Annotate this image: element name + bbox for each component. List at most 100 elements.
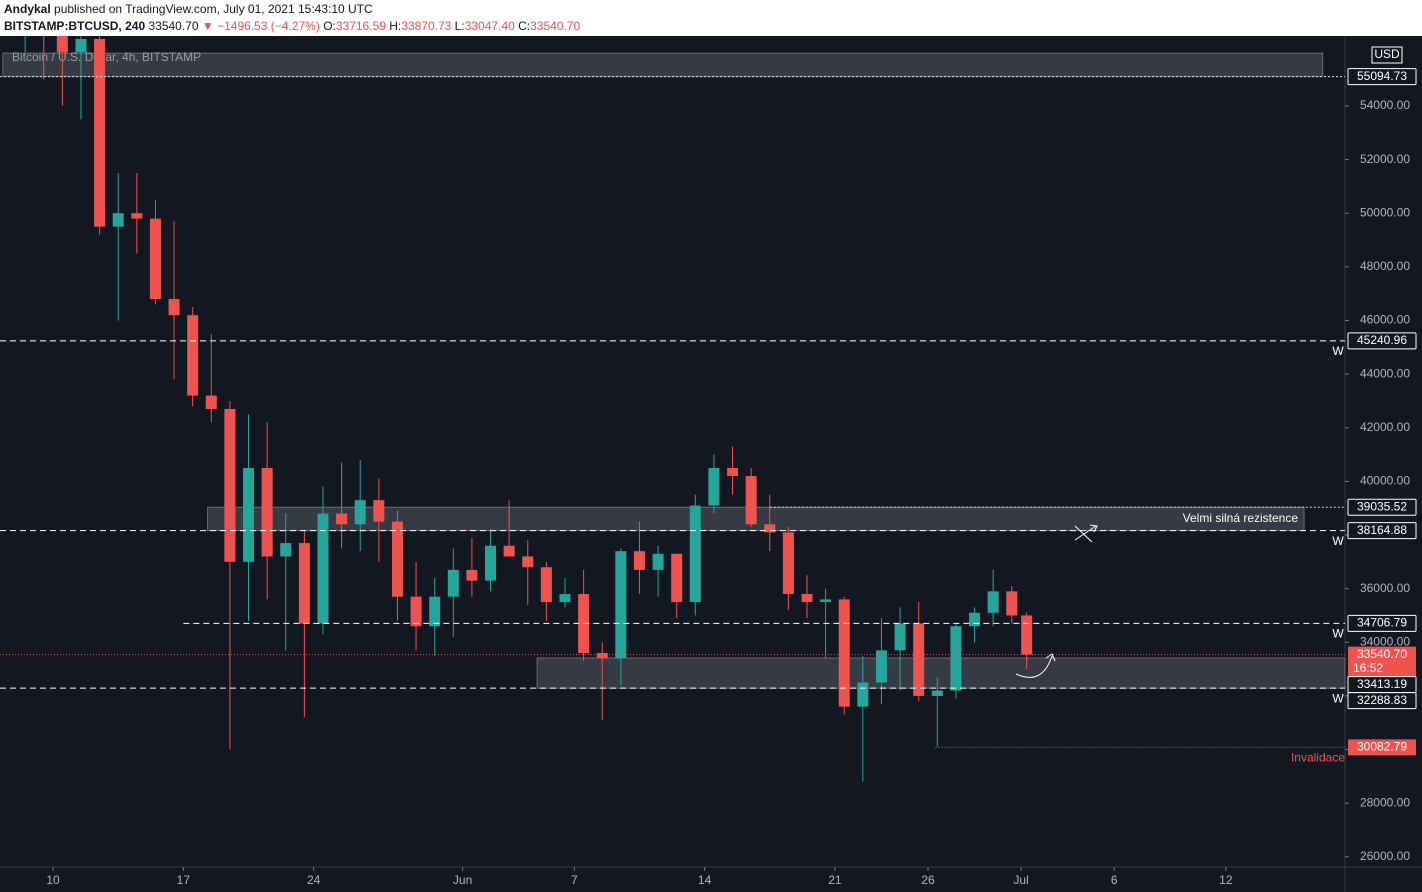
bounce-arrow [1015,653,1056,678]
y-tick-label: 28000.00 [1360,795,1410,809]
ohlc-value: 33540.70 [530,19,581,33]
candle-body [317,513,329,624]
published: published on TradingView.com, July 01, 2… [54,2,373,16]
candle-body [559,594,571,603]
candle-body [894,623,906,651]
candle-body [615,551,627,659]
ohlc-label: L: [454,19,465,33]
x-tick-label: 6 [1111,873,1118,887]
currency-box [1371,46,1403,64]
x-tick-label: Jun [453,873,472,887]
symbol: BITSTAMP:BTCUSD, 240 [4,19,146,33]
candle-body [950,626,962,691]
y-tick-label: 50000.00 [1360,205,1410,219]
candle-body [801,594,813,603]
candle-body [56,36,68,53]
y-tick-label: 42000.00 [1360,420,1410,434]
w-label: W [1332,691,1344,705]
candle-body [727,467,739,477]
candle-body [652,553,664,570]
candle-body [149,218,161,300]
price-label-box [1347,522,1417,540]
candle-body [466,569,478,581]
candle-body [987,591,999,613]
candle-body [671,553,683,603]
y-tick-label: 52000.00 [1360,152,1410,166]
header: Andykal published on TradingView.com, Ju… [0,0,1422,36]
w-label: W [1332,627,1344,641]
invalid-label: Invalidace [1291,750,1345,764]
candle-body [931,690,943,696]
currency: USD [1374,47,1400,61]
watermark: Bitcoin / U.S. Dollar, 4h, BITSTAMP [12,50,201,64]
candle-body [485,545,497,581]
price-label: 33413.19 [1357,677,1407,691]
y-tick-label: 36000.00 [1360,581,1410,595]
candle-body [1021,615,1033,655]
change: ▼ −1496.53 (−4.27%) [201,19,320,33]
ohlc-value: 33716.59 [335,19,386,33]
candle-body [187,315,199,396]
price-label-box [1347,692,1417,710]
price-label-box [1347,614,1417,632]
x-tick-label: 12 [1219,873,1233,887]
x-tick-label: 24 [307,873,321,887]
candle-body [112,213,124,227]
candle-body [708,467,720,506]
price-label: 32288.83 [1357,693,1407,707]
zone [536,657,1346,689]
price-label: 45240.96 [1357,333,1407,347]
candle-body [429,596,441,627]
y-tick-label: 54000.00 [1360,98,1410,112]
candle-body [764,524,776,533]
candle-body [913,623,925,696]
w-label: W [1332,534,1344,548]
x-tick-label: 21 [828,873,842,887]
y-tick-label: 40000.00 [1360,474,1410,488]
ohlc-label: H: [389,19,402,33]
candle-body [94,38,106,227]
plot: 26000.0028000.0030000.0032000.0034000.00… [0,36,1417,887]
candle-body [503,545,515,557]
x-tick-label: 10 [46,873,60,887]
candle-body [969,612,981,627]
background [0,36,1422,892]
author: Andykal [4,2,51,16]
w-label: W [1332,344,1344,358]
ohlc: O:33716.59 H:33870.73 L:33047.40 C:33540… [323,19,580,33]
price-label: 38164.88 [1357,523,1407,537]
y-tick-label: 26000.00 [1360,849,1410,863]
x-tick-label: Jul [1013,873,1028,887]
y-tick-label: 46000.00 [1360,313,1410,327]
price-label-box [1347,68,1417,86]
candle-body [336,513,348,525]
candle-body [745,476,757,525]
candle-body [168,299,180,316]
ohlc-value: 33047.40 [464,19,515,33]
candle-body [633,551,645,570]
ohlc-label: C: [518,19,531,33]
price-label-box [1347,498,1417,516]
x-tick-label: 14 [698,873,712,887]
x-tick-label: 26 [921,873,935,887]
ohlc-label: O: [323,19,336,33]
price-label: 30082.79 [1357,739,1407,753]
price-label-box [1348,646,1416,677]
candle-body [354,500,366,525]
candle-body [782,532,794,595]
candle-body [131,213,143,219]
candle-body [820,599,832,603]
zone-label: Velmi silná rezistence [1183,511,1299,525]
price-label-box [1347,332,1417,350]
publish-line: Andykal published on TradingView.com, Ju… [4,2,373,16]
candle-body [75,38,87,53]
y-tick-label: 44000.00 [1360,366,1410,380]
candle-body [522,556,534,568]
price-label: 55094.73 [1357,69,1407,83]
chart: 26000.0028000.0030000.0032000.0034000.00… [0,36,1422,892]
candle-body [1006,591,1018,616]
last: 33540.70 [148,19,199,33]
candle-body [280,543,292,557]
x-tick-label: 17 [177,873,191,887]
price-label: 34706.79 [1357,616,1407,630]
